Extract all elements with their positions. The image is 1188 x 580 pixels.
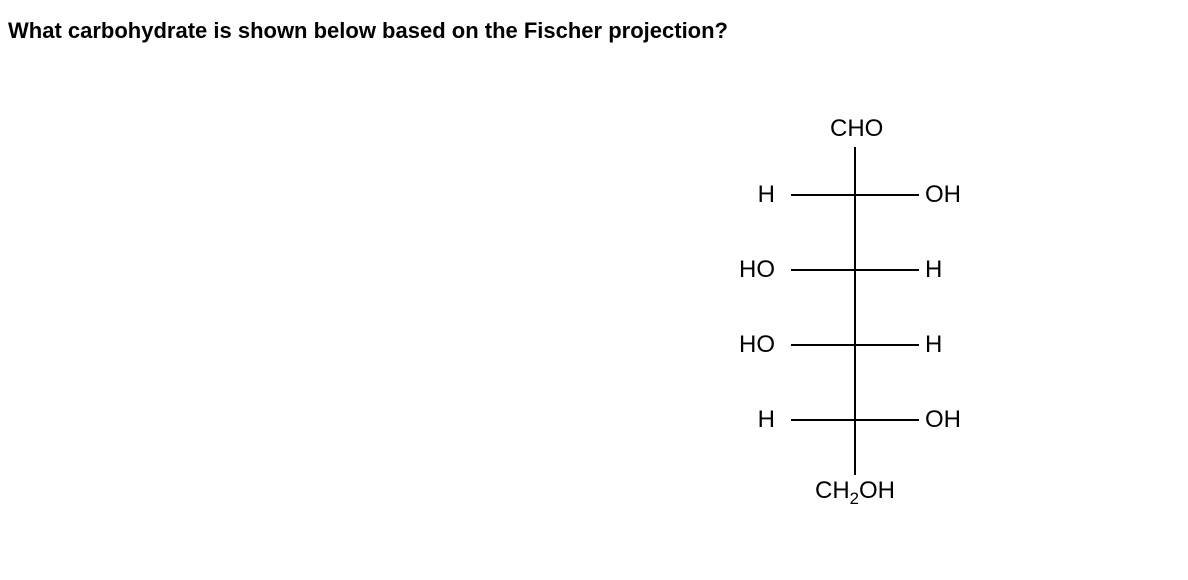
h-line-c5	[791, 419, 919, 421]
c5-left: H	[758, 406, 775, 434]
h-line-c4	[791, 344, 919, 346]
c5-right: OH	[925, 406, 961, 434]
c4-left: HO	[739, 331, 775, 359]
backbone-line	[854, 147, 856, 475]
c3-right: H	[925, 256, 942, 284]
top-group: CHO	[830, 115, 883, 143]
h-line-c2	[791, 194, 919, 196]
fischer-projection: CHO H OH HO H HO H H OH CH2OH	[695, 115, 1005, 535]
bottom-group: CH2OH	[815, 477, 895, 509]
c2-right: OH	[925, 181, 961, 209]
bottom-oh: OH	[859, 477, 895, 504]
c2-left: H	[758, 181, 775, 209]
c4-right: H	[925, 331, 942, 359]
bottom-sub: 2	[850, 489, 859, 508]
c3-left: HO	[739, 256, 775, 284]
bottom-ch: CH	[815, 477, 850, 504]
h-line-c3	[791, 269, 919, 271]
question-prompt: What carbohydrate is shown below based o…	[8, 18, 728, 44]
